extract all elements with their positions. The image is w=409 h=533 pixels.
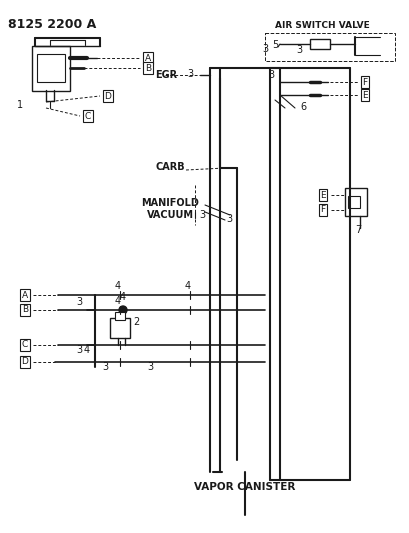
Bar [347, 196, 359, 208]
Bar [309, 39, 329, 49]
Bar [37, 54, 65, 82]
Text: D: D [104, 92, 111, 101]
Bar [115, 312, 125, 320]
Text: E: E [361, 91, 367, 100]
Text: F: F [362, 77, 366, 86]
Bar [32, 46, 70, 91]
Text: 4: 4 [120, 292, 126, 302]
Text: 3: 3 [187, 69, 193, 79]
Text: 8125 2200 A: 8125 2200 A [8, 18, 96, 31]
Text: 6: 6 [299, 102, 306, 112]
Text: AIR SWITCH VALVE: AIR SWITCH VALVE [274, 21, 369, 30]
Text: 3: 3 [102, 362, 108, 372]
Text: 3: 3 [225, 214, 231, 224]
Text: A: A [22, 290, 28, 300]
Bar [344, 188, 366, 216]
Text: 3: 3 [76, 297, 82, 307]
Text: C: C [85, 111, 91, 120]
Text: 4: 4 [115, 281, 121, 291]
Text: 3: 3 [76, 345, 82, 355]
Text: B: B [145, 63, 151, 72]
Text: 7: 7 [354, 225, 360, 235]
Text: MANIFOLD
VACUUM: MANIFOLD VACUUM [141, 198, 198, 220]
Bar [110, 318, 130, 338]
Bar [264, 33, 394, 61]
Circle shape [119, 306, 127, 314]
Text: E: E [319, 190, 325, 199]
Text: 3: 3 [146, 362, 153, 372]
Text: B: B [22, 305, 28, 314]
Text: F: F [320, 206, 325, 214]
Text: 3: 3 [267, 70, 274, 80]
Text: 1: 1 [17, 100, 23, 110]
Text: 3: 3 [295, 45, 301, 55]
Text: 2: 2 [133, 317, 139, 327]
Text: VAPOR CANISTER: VAPOR CANISTER [194, 482, 295, 492]
Text: 4: 4 [184, 281, 191, 291]
Text: 4: 4 [115, 296, 121, 306]
Text: 3: 3 [261, 44, 267, 54]
Text: 5: 5 [271, 40, 278, 50]
Text: C: C [22, 341, 28, 350]
Text: 3: 3 [198, 210, 204, 220]
Text: CARB: CARB [155, 162, 184, 172]
Text: D: D [22, 358, 28, 367]
Text: A: A [145, 53, 151, 62]
Text: EGR: EGR [155, 70, 177, 80]
Text: 4: 4 [84, 345, 90, 355]
